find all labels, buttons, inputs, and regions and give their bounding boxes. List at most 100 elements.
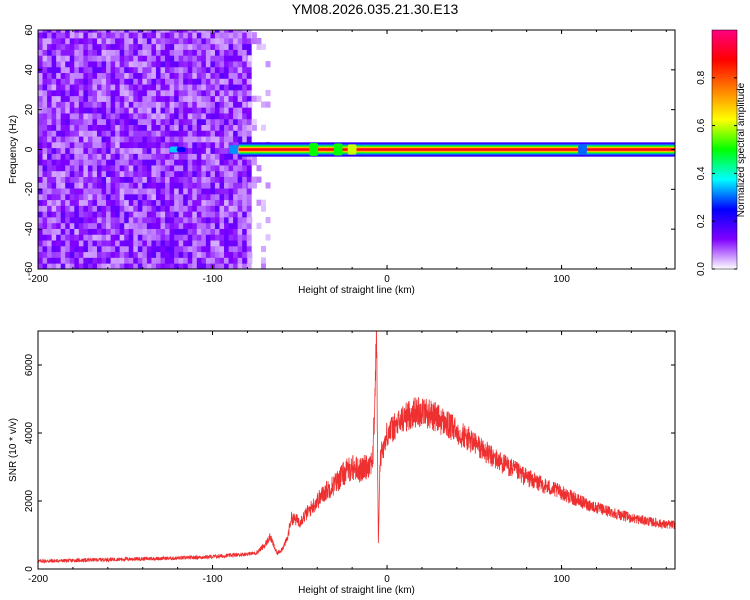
spectrogram-cell <box>192 159 198 166</box>
spectrogram-cell <box>205 240 211 247</box>
spectrogram-cell <box>60 55 66 62</box>
spectrogram-cell <box>83 101 89 108</box>
spectrogram-cell <box>160 245 166 253</box>
spectrogram-cell <box>110 263 116 269</box>
spectrogram-cell <box>83 89 89 97</box>
spectrogram-cell <box>192 101 198 108</box>
spectrogram-cell <box>65 263 71 269</box>
spectrogram-cell <box>137 72 143 79</box>
spectrogram-cell <box>214 159 220 166</box>
spectrogram-cell <box>256 95 262 102</box>
spectrogram-cell <box>78 107 84 114</box>
spectrogram-cell <box>261 263 266 269</box>
spectrogram-cell <box>155 101 161 108</box>
spectrogram-cell <box>210 170 216 177</box>
spectrogram-cell <box>83 205 89 212</box>
spectrogram-cell <box>214 193 220 201</box>
spectrogram-cell <box>106 193 111 201</box>
spectrogram-cell <box>187 251 193 258</box>
spectrogram-ytick-label: 20 <box>24 104 35 116</box>
spectrogram-cell <box>192 228 198 235</box>
spectrogram-cell <box>101 222 107 229</box>
spectrogram-cell <box>151 43 157 50</box>
spectrogram-cell <box>96 222 102 229</box>
spectrogram-cell <box>146 55 152 62</box>
spectrogram-cell <box>51 188 57 195</box>
spectrogram-cell <box>119 78 125 85</box>
spectrogram-cell <box>247 251 253 258</box>
spectrogram-cell <box>146 43 152 50</box>
spectrogram-cell <box>74 72 80 79</box>
spectrogram-cell <box>205 95 211 102</box>
spectrogram-cell <box>146 245 152 253</box>
spectrogram-cell <box>78 153 84 160</box>
spectrogram-cell <box>78 147 84 154</box>
spectrogram-cell <box>146 263 152 269</box>
spectrogram-cell <box>110 136 116 143</box>
spectrogram-cell <box>42 141 48 149</box>
spectrogram-cell <box>65 55 71 62</box>
spectrogram-cell <box>183 113 189 120</box>
spectrogram-cell <box>128 89 134 97</box>
spectrogram-cell <box>196 228 202 235</box>
spectrogram-cell <box>110 205 116 212</box>
spectrogram-cell <box>106 37 111 45</box>
spectrogram-cell <box>155 188 161 195</box>
spectrogram-cell <box>137 55 143 62</box>
spectrogram-cell <box>178 199 184 206</box>
spectrogram-cell <box>47 84 53 91</box>
spectrogram-cell <box>169 263 175 269</box>
colorbar-tick-label: 0.4 <box>696 166 707 180</box>
spectrogram-cell <box>174 153 180 160</box>
spectrogram-cell <box>124 199 130 206</box>
spectrogram-cell <box>106 165 111 172</box>
spectrogram-cell <box>115 188 121 195</box>
spectrogram-ytick-label: 60 <box>24 24 35 36</box>
spectrogram-cell <box>224 113 229 120</box>
spectrogram-cell <box>47 222 53 229</box>
spectrogram-cell <box>174 245 180 253</box>
spectrogram-cell <box>228 251 234 258</box>
spectrogram-cell <box>192 188 198 195</box>
spectrogram-cell <box>142 130 148 137</box>
spectrogram-cell <box>51 43 57 50</box>
spectrogram-cell <box>146 205 152 212</box>
spectrogram-cell <box>169 165 175 172</box>
spectrogram-cell <box>242 113 248 120</box>
spectrogram-cell <box>128 188 134 195</box>
spectrogram-cell <box>174 107 180 114</box>
spectrogram-cell <box>187 240 193 247</box>
spectrogram-cell <box>237 43 243 50</box>
spectrogram-cell <box>115 72 121 79</box>
spectrogram-cell <box>242 49 248 56</box>
spectrogram-cell <box>187 263 193 269</box>
spectrogram-cell <box>92 78 98 85</box>
spectrogram-cell <box>60 130 66 137</box>
spectrogram-cell <box>205 130 211 137</box>
spectrogram-cell <box>47 257 53 264</box>
spectrogram-cell <box>51 130 57 137</box>
spectrogram-cell <box>119 101 125 108</box>
spectrogram-cell <box>60 257 66 264</box>
spectrogram-cell <box>124 211 130 218</box>
spectrogram-cell <box>74 240 80 247</box>
spectrogram-cell <box>69 182 75 189</box>
spectrogram-cell <box>56 176 62 183</box>
spectrogram-cell <box>242 118 248 126</box>
spectrogram-cell <box>119 84 125 91</box>
spectrogram-cell <box>224 147 229 154</box>
spectrogram-cell <box>187 182 193 189</box>
spectrogram-cell <box>201 234 207 241</box>
spectrogram-cell <box>133 147 139 154</box>
spectrogram-cell <box>65 30 71 33</box>
spectrogram-cell <box>214 55 220 62</box>
spectrogram-cell <box>119 141 125 149</box>
spectrogram-cell <box>192 84 198 91</box>
spectrogram-cell <box>92 188 98 195</box>
spectrogram-cell <box>201 136 207 143</box>
spectrogram-cell <box>133 124 139 131</box>
spectrogram-cell <box>92 234 98 241</box>
spectrogram-cell <box>169 188 175 195</box>
spectrogram-cell <box>174 49 180 56</box>
spectrogram-cell <box>169 199 175 206</box>
